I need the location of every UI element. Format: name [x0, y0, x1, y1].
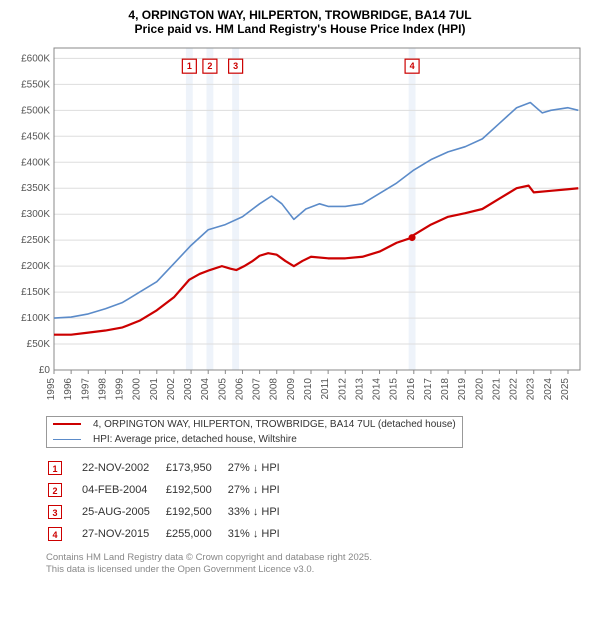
svg-text:4: 4: [410, 61, 415, 71]
svg-text:2006: 2006: [234, 378, 245, 401]
sale-row: 4 27-NOV-2015£255,00031% ↓ HPI: [48, 524, 294, 544]
svg-text:2008: 2008: [269, 378, 280, 401]
svg-text:2019: 2019: [457, 378, 468, 401]
sale-row: 3 25-AUG-2005£192,50033% ↓ HPI: [48, 502, 294, 522]
sale-price: £192,500: [166, 502, 226, 522]
svg-text:2015: 2015: [389, 378, 400, 401]
legend-row: HPI: Average price, detached house, Wilt…: [47, 432, 463, 448]
svg-text:£350K: £350K: [21, 183, 50, 194]
svg-text:2022: 2022: [509, 378, 520, 401]
svg-text:2007: 2007: [252, 378, 263, 401]
svg-text:£50K: £50K: [27, 339, 51, 350]
svg-text:£100K: £100K: [21, 313, 50, 324]
svg-text:1997: 1997: [80, 378, 91, 401]
legend-table: 4, ORPINGTON WAY, HILPERTON, TROWBRIDGE,…: [46, 416, 463, 448]
footer: Contains HM Land Registry data © Crown c…: [46, 552, 590, 577]
sale-marker: 2: [48, 483, 62, 497]
svg-text:2020: 2020: [474, 378, 485, 401]
svg-text:2017: 2017: [423, 378, 434, 401]
svg-text:2002: 2002: [166, 378, 177, 401]
svg-text:2024: 2024: [543, 378, 554, 401]
chart: £0 £50K £100K £150K £200K £250K £300K £350K £400…: [10, 40, 590, 410]
svg-text:1: 1: [187, 61, 192, 71]
sale-price: £255,000: [166, 524, 226, 544]
sales-table: 1 22-NOV-2002£173,95027% ↓ HPI 2 04-FEB-200…: [46, 456, 296, 546]
svg-text:2023: 2023: [526, 378, 537, 401]
legend-row: 4, ORPINGTON WAY, HILPERTON, TROWBRIDGE,…: [47, 417, 463, 433]
svg-text:2003: 2003: [183, 378, 194, 401]
svg-text:2005: 2005: [217, 378, 228, 401]
svg-text:£450K: £450K: [21, 131, 50, 142]
svg-text:1999: 1999: [115, 378, 126, 401]
svg-text:2: 2: [207, 61, 212, 71]
sale-delta: 31% ↓ HPI: [228, 524, 294, 544]
title-line-1: 4, ORPINGTON WAY, HILPERTON, TROWBRIDGE,…: [10, 8, 590, 22]
footer-line-2: This data is licensed under the Open Gov…: [46, 564, 590, 576]
svg-text:1995: 1995: [46, 378, 57, 401]
svg-text:£200K: £200K: [21, 261, 50, 272]
legend: 4, ORPINGTON WAY, HILPERTON, TROWBRIDGE,…: [46, 416, 590, 448]
svg-text:2025: 2025: [560, 378, 571, 401]
svg-text:£400K: £400K: [21, 157, 50, 168]
legend-swatch: [53, 423, 81, 425]
sale-date: 27-NOV-2015: [82, 524, 164, 544]
title-line-2: Price paid vs. HM Land Registry's House …: [10, 22, 590, 36]
svg-text:£0: £0: [39, 365, 51, 376]
sale-delta: 27% ↓ HPI: [228, 480, 294, 500]
sale-price: £173,950: [166, 458, 226, 478]
svg-text:2001: 2001: [149, 378, 160, 401]
sale-marker: 1: [48, 461, 62, 475]
svg-text:2013: 2013: [354, 378, 365, 401]
sale-price: £192,500: [166, 480, 226, 500]
svg-text:2000: 2000: [132, 378, 143, 401]
svg-text:2011: 2011: [320, 378, 331, 400]
sale-delta: 27% ↓ HPI: [228, 458, 294, 478]
svg-text:£250K: £250K: [21, 235, 50, 246]
svg-text:2016: 2016: [406, 378, 417, 401]
svg-text:£150K: £150K: [21, 287, 50, 298]
sale-marker: 3: [48, 505, 62, 519]
svg-text:2012: 2012: [337, 378, 348, 401]
svg-text:3: 3: [233, 61, 238, 71]
svg-text:£550K: £550K: [21, 79, 50, 90]
legend-label: HPI: Average price, detached house, Wilt…: [87, 432, 462, 448]
legend-swatch: [53, 439, 81, 440]
legend-label: 4, ORPINGTON WAY, HILPERTON, TROWBRIDGE,…: [87, 417, 462, 433]
sale-date: 25-AUG-2005: [82, 502, 164, 522]
svg-text:2004: 2004: [200, 378, 211, 401]
sale-date: 22-NOV-2002: [82, 458, 164, 478]
svg-text:£300K: £300K: [21, 209, 50, 220]
footer-line-1: Contains HM Land Registry data © Crown c…: [46, 552, 590, 564]
chart-title-block: 4, ORPINGTON WAY, HILPERTON, TROWBRIDGE,…: [10, 8, 590, 36]
svg-text:2018: 2018: [440, 378, 451, 401]
svg-text:£500K: £500K: [21, 105, 50, 116]
svg-text:1996: 1996: [63, 378, 74, 401]
svg-text:2014: 2014: [372, 378, 383, 401]
svg-text:2021: 2021: [491, 378, 502, 401]
svg-text:2010: 2010: [303, 378, 314, 401]
sale-row: 1 22-NOV-2002£173,95027% ↓ HPI: [48, 458, 294, 478]
svg-text:1998: 1998: [97, 378, 108, 401]
sale-delta: 33% ↓ HPI: [228, 502, 294, 522]
svg-text:£600K: £600K: [21, 53, 50, 64]
chart-svg: £0 £50K £100K £150K £200K £250K £300K £350K £400…: [10, 40, 590, 410]
sale-date: 04-FEB-2004: [82, 480, 164, 500]
sale-row: 2 04-FEB-2004£192,50027% ↓ HPI: [48, 480, 294, 500]
svg-text:2009: 2009: [286, 378, 297, 401]
sale-marker: 4: [48, 527, 62, 541]
